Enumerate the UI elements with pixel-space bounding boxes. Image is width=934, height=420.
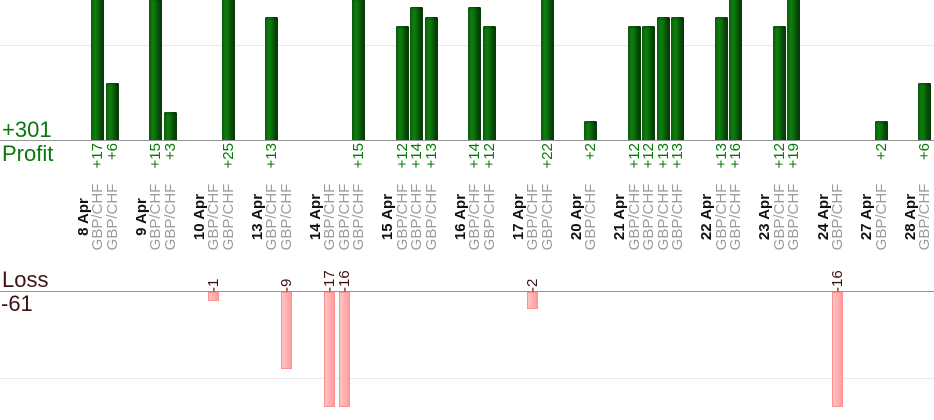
profit-value-label: +25 <box>219 143 237 169</box>
profit-bar <box>671 16 685 140</box>
profit-bar <box>540 0 554 140</box>
profit-value-label: +17 <box>89 143 106 169</box>
profit-bar <box>410 7 424 140</box>
x-axis-symbol-label: GBP/CHF <box>205 183 223 251</box>
loss-value-label: -2 <box>524 278 542 292</box>
x-axis-symbol-label: GBP/CHF <box>916 183 934 251</box>
loss-value-label: -9 <box>277 278 295 292</box>
x-axis-symbol-label: GBP/CHF <box>408 183 426 251</box>
profit-bar <box>482 26 496 140</box>
loss-bar <box>208 292 220 301</box>
profit-total-label: +301 <box>2 117 52 142</box>
x-axis-symbol-label: GBP/CHF <box>89 183 106 251</box>
profit-value-label: +14 <box>408 143 426 169</box>
loss-value-label: -16 <box>829 270 847 292</box>
x-axis-symbol-label: GBP/CHF <box>263 183 281 251</box>
loss-axis-title: Loss <box>2 267 49 292</box>
profit-value-label: +6 <box>916 143 934 161</box>
loss-bar <box>832 292 844 407</box>
x-axis-date-label: 27 Apr <box>858 193 876 241</box>
profit-bar <box>714 16 728 140</box>
x-axis-symbol-label: GBP/CHF <box>538 183 556 251</box>
profit-bar <box>91 0 104 140</box>
loss-bar <box>324 292 336 407</box>
profit-bar <box>105 83 119 140</box>
profit-bar <box>729 0 743 140</box>
profit-value-label: +13 <box>669 143 687 169</box>
x-axis-symbol-label: GBP/CHF <box>277 183 295 251</box>
x-axis-symbol-label: GBP/CHF <box>582 183 600 251</box>
profit-bar <box>787 0 801 140</box>
x-axis-symbol-label: GBP/CHF <box>872 183 890 251</box>
profit-value-label: +2 <box>582 143 600 161</box>
x-axis-symbol-label: GBP/CHF <box>219 183 237 251</box>
profit-bar <box>584 121 598 140</box>
profit-bar <box>149 0 163 140</box>
profit-value-label: +2 <box>872 143 890 161</box>
loss-value-label: -1 <box>205 278 223 292</box>
profit-bar <box>772 26 786 140</box>
profit-value-label: +15 <box>147 143 165 169</box>
profit-value-label: +3 <box>161 143 179 161</box>
x-axis-symbol-label: GBP/CHF <box>829 183 847 251</box>
profit-value-label: +6 <box>103 143 121 161</box>
profit-value-label: +12 <box>480 143 498 169</box>
x-axis-symbol-label: GBP/CHF <box>103 183 121 251</box>
profit-bar <box>468 7 482 140</box>
x-axis-symbol-label: GBP/CHF <box>480 183 498 251</box>
profit-bar <box>918 83 932 140</box>
profit-bar <box>265 16 279 140</box>
profit-axis-title: Profit <box>2 141 54 166</box>
profit-axis-line <box>0 140 934 141</box>
profit-bar <box>642 26 656 140</box>
loss-bar <box>280 292 292 370</box>
x-axis-symbol-label: GBP/CHF <box>147 183 165 251</box>
x-axis-symbol-label: GBP/CHF <box>422 183 440 251</box>
profit-value-label: +13 <box>422 143 440 169</box>
loss-axis-line <box>0 291 934 292</box>
profit-value-label: +22 <box>538 143 556 169</box>
loss-value-label: -16 <box>335 270 353 292</box>
profit-bar <box>656 16 670 140</box>
profit-gridline <box>0 45 934 46</box>
profit-bar <box>395 26 409 140</box>
profit-bar <box>424 16 438 140</box>
profit-bar <box>352 0 366 140</box>
x-axis-symbol-label: GBP/CHF <box>350 183 368 251</box>
profit-value-label: +19 <box>785 143 803 169</box>
x-axis-symbol-label: GBP/CHF <box>161 183 179 251</box>
loss-total-label: -61 <box>1 291 33 316</box>
profit-value-label: +15 <box>350 143 368 169</box>
x-axis-symbol-label: GBP/CHF <box>727 183 745 251</box>
profit-value-label: +13 <box>263 143 281 169</box>
profit-bar <box>874 121 888 140</box>
x-axis-symbol-label: GBP/CHF <box>669 183 687 251</box>
loss-bar <box>338 292 350 407</box>
x-axis-symbol-label: GBP/CHF <box>785 183 803 251</box>
loss-value-label: -17 <box>321 270 339 292</box>
profit-bar <box>163 111 177 140</box>
x-axis-symbol-label: GBP/CHF <box>321 183 339 251</box>
loss-gridline <box>0 378 934 379</box>
x-axis-date-label: 15 Apr <box>379 193 397 241</box>
loss-bar <box>527 292 539 310</box>
profit-bar <box>627 26 641 140</box>
profit-bar <box>221 0 235 140</box>
profit-value-label: +16 <box>727 143 745 169</box>
